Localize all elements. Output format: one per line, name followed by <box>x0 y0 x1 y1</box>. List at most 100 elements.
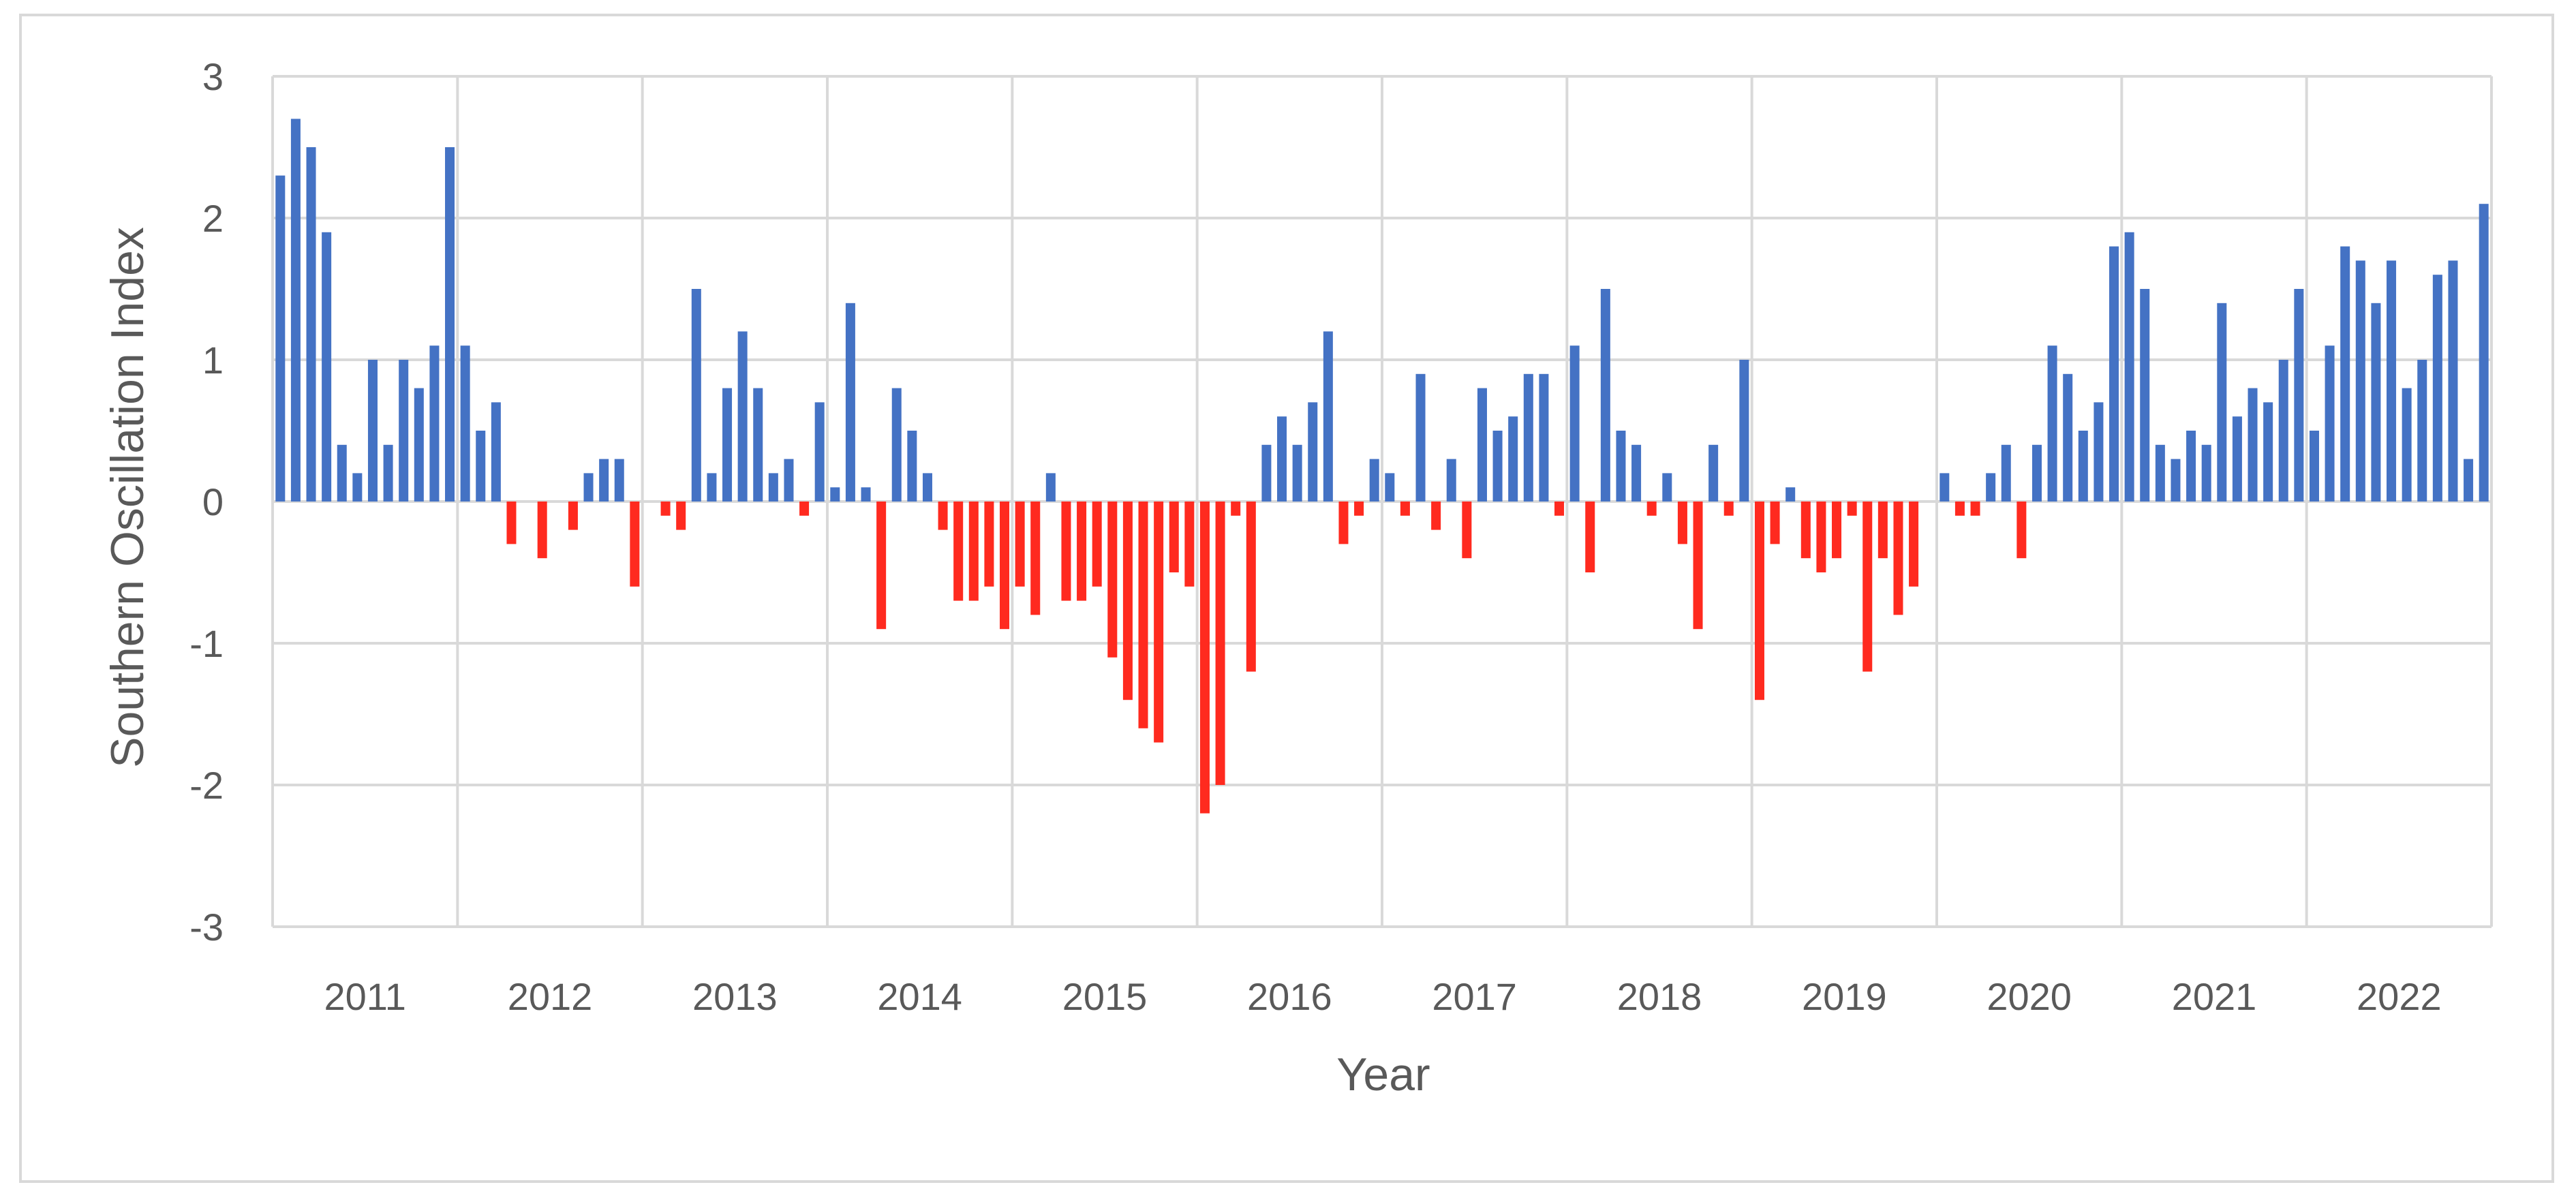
bar-2022-3 <box>2340 246 2350 502</box>
bar-2015-5 <box>1077 502 1087 601</box>
bar-2016-5 <box>1261 444 1272 502</box>
bar-2017-7 <box>1477 388 1487 502</box>
bar-2017-2 <box>1400 502 1410 516</box>
bar-2019-11 <box>1909 502 1919 587</box>
bar-2014-6 <box>907 431 917 502</box>
x-tick-label: 2017 <box>1432 975 1517 1018</box>
gridlines <box>271 75 2493 928</box>
bar-2020-4 <box>1986 473 1996 502</box>
bar-2014-5 <box>891 388 902 502</box>
bar-2012-9 <box>583 473 594 502</box>
bar-2018-9 <box>1693 502 1703 630</box>
bar-2015-10 <box>1154 502 1164 743</box>
bar-2014-8 <box>938 502 948 530</box>
bar-2020-12 <box>2109 246 2119 502</box>
bar-2022-11 <box>2464 459 2474 502</box>
x-tick-label: 2015 <box>1062 975 1148 1018</box>
bar-2012-12 <box>630 502 640 587</box>
y-tick-label: 2 <box>202 197 224 240</box>
y-tick-labels: 3 2 1 0 -1 -2 -3 <box>189 55 224 949</box>
bar-2020-8 <box>2047 345 2057 502</box>
bar-2017-4 <box>1431 502 1441 530</box>
bar-2021-9 <box>2248 388 2258 502</box>
x-tick-label: 2019 <box>1802 975 1887 1018</box>
bar-2019-9 <box>1877 502 1888 559</box>
bar-2019-1 <box>1754 502 1764 700</box>
x-tick-label: 2022 <box>2357 975 2442 1018</box>
bar-2015-12 <box>1184 502 1195 587</box>
bar-2016-9 <box>1323 331 1333 502</box>
bar-2015-11 <box>1169 502 1179 572</box>
bar-2018-2 <box>1585 502 1595 572</box>
bar-2016-12 <box>1369 459 1379 502</box>
bar-2016-1 <box>1199 502 1210 814</box>
bar-2019-10 <box>1893 502 1903 615</box>
bar-2015-9 <box>1138 502 1148 728</box>
bar-2011-3 <box>306 147 316 502</box>
bar-2018-6 <box>1646 502 1657 516</box>
bar-2011-2 <box>290 119 301 502</box>
bar-2016-3 <box>1231 502 1241 516</box>
bar-2014-12 <box>1000 502 1010 630</box>
bar-2017-8 <box>1492 431 1503 502</box>
bar-2011-5 <box>337 444 347 502</box>
bar-2021-8 <box>2232 416 2242 502</box>
bar-2018-4 <box>1616 431 1626 502</box>
bar-2019-6 <box>1832 502 1842 559</box>
y-tick-label: 0 <box>202 480 224 523</box>
bar-2015-6 <box>1092 502 1102 587</box>
bar-2013-12 <box>814 402 825 502</box>
bar-2016-2 <box>1215 502 1225 785</box>
bar-2020-9 <box>2063 373 2073 502</box>
bar-2013-9 <box>768 473 778 502</box>
bar-2011-8 <box>383 444 393 502</box>
bar-2018-11 <box>1723 502 1734 516</box>
bar-2016-8 <box>1308 402 1318 502</box>
bar-2019-8 <box>1862 502 1873 672</box>
bar-2012-4 <box>506 502 517 544</box>
bar-2022-1 <box>2309 431 2319 502</box>
bar-2013-3 <box>676 502 686 530</box>
bar-2019-2 <box>1770 502 1780 544</box>
bar-2019-7 <box>1847 502 1857 516</box>
bar-2011-1 <box>275 175 286 502</box>
x-tick-label: 2013 <box>692 975 778 1018</box>
bar-2016-10 <box>1338 502 1349 544</box>
bar-2014-1 <box>830 487 840 502</box>
bar-2020-5 <box>2001 444 2011 502</box>
bar-2021-5 <box>2186 431 2196 502</box>
bar-2012-1 <box>460 345 470 502</box>
bar-2021-6 <box>2201 444 2211 502</box>
bar-2020-1 <box>1939 473 1950 502</box>
bar-2016-11 <box>1354 502 1364 516</box>
bar-2022-10 <box>2448 260 2458 502</box>
bar-2012-2 <box>476 431 486 502</box>
bar-2020-3 <box>1970 502 1980 516</box>
bar-2014-9 <box>953 502 964 601</box>
bar-2022-4 <box>2355 260 2365 502</box>
bar-2016-4 <box>1246 502 1256 672</box>
bar-2012-6 <box>537 502 547 559</box>
bar-2015-3 <box>1045 473 1056 502</box>
bar-2013-4 <box>691 289 701 502</box>
x-tick-label: 2011 <box>324 975 405 1018</box>
bar-2021-7 <box>2217 303 2227 502</box>
bar-2016-7 <box>1292 444 1302 502</box>
bar-2017-3 <box>1415 373 1426 502</box>
y-tick-label: 3 <box>202 55 224 98</box>
bar-2012-8 <box>568 502 578 530</box>
x-axis-title: Year <box>1336 1049 1430 1100</box>
bar-2020-7 <box>2031 444 2042 502</box>
x-tick-labels: 2011 2012 2013 2014 2015 2016 2017 2018 2019 2020… <box>324 975 2441 1018</box>
bar-2013-5 <box>707 473 717 502</box>
bar-2019-4 <box>1800 502 1811 559</box>
bar-2014-7 <box>922 473 932 502</box>
bar-2013-10 <box>784 459 794 502</box>
bar-2011-7 <box>367 360 378 502</box>
y-tick-label: -1 <box>189 622 224 665</box>
bar-2014-10 <box>968 502 979 601</box>
bar-2013-6 <box>722 388 733 502</box>
x-tick-label: 2021 <box>2172 975 2257 1018</box>
bar-2020-10 <box>2078 431 2088 502</box>
